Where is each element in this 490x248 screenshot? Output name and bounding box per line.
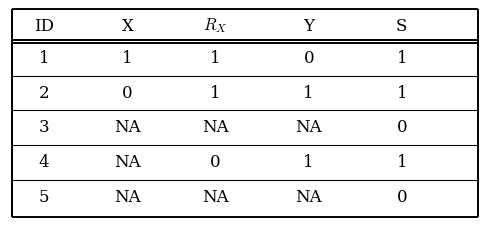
Text: NA: NA [295, 189, 322, 206]
Text: 0: 0 [396, 119, 407, 136]
Text: 1: 1 [122, 50, 133, 67]
Text: 1: 1 [210, 85, 221, 101]
Text: 0: 0 [396, 189, 407, 206]
Text: NA: NA [114, 154, 141, 171]
Text: 0: 0 [303, 50, 314, 67]
Text: 1: 1 [303, 85, 314, 101]
Text: NA: NA [202, 119, 229, 136]
Text: NA: NA [114, 119, 141, 136]
Text: 0: 0 [210, 154, 221, 171]
Text: Y: Y [303, 18, 314, 34]
Text: NA: NA [295, 119, 322, 136]
Text: 0: 0 [122, 85, 133, 101]
Text: 3: 3 [39, 119, 49, 136]
Text: 4: 4 [39, 154, 49, 171]
Text: ID: ID [34, 18, 54, 34]
Text: 5: 5 [39, 189, 49, 206]
Text: 1: 1 [303, 154, 314, 171]
Text: NA: NA [202, 189, 229, 206]
Text: S: S [396, 18, 408, 34]
Text: 1: 1 [39, 50, 49, 67]
Text: 2: 2 [39, 85, 49, 101]
Text: 1: 1 [396, 85, 407, 101]
Text: X: X [122, 18, 133, 34]
Text: $R_X$: $R_X$ [203, 17, 228, 35]
Text: 1: 1 [210, 50, 221, 67]
Text: 1: 1 [396, 50, 407, 67]
Text: 1: 1 [396, 154, 407, 171]
Text: NA: NA [114, 189, 141, 206]
